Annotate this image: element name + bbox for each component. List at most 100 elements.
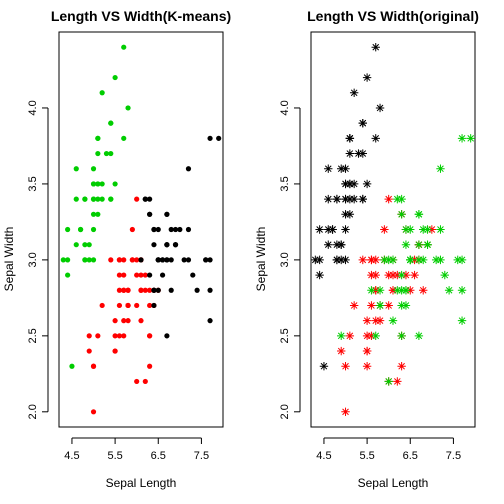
kmeans-data-point-black bbox=[155, 226, 161, 233]
original-data-point-red bbox=[393, 270, 402, 280]
kmeans-data-point-green bbox=[99, 196, 105, 202]
kmeans-data-point-black bbox=[147, 272, 153, 278]
kmeans-data-point-black bbox=[151, 242, 157, 248]
original-data-point-black bbox=[349, 179, 359, 189]
original-data-point-green bbox=[380, 255, 389, 265]
kmeans-data-point-red bbox=[142, 272, 148, 278]
original-data-point-green bbox=[397, 331, 406, 341]
original-data-point-green bbox=[419, 225, 428, 234]
original-plot-frame bbox=[310, 31, 476, 428]
original-data-point-red bbox=[410, 255, 419, 265]
original-y-tick-label: 3.0 bbox=[279, 252, 291, 267]
kmeans-data-point-black bbox=[168, 257, 174, 263]
original-data-point-green bbox=[453, 255, 462, 265]
original-data-point-green bbox=[436, 164, 445, 173]
original-data-point-red bbox=[341, 362, 350, 371]
original-y-tick-label: 2.0 bbox=[279, 404, 291, 419]
original-data-point-green bbox=[414, 210, 424, 219]
original-data-point-red bbox=[345, 331, 355, 341]
original-data-point-green bbox=[384, 255, 393, 265]
kmeans-data-point-black bbox=[164, 333, 170, 339]
kmeans-data-point-green bbox=[99, 90, 105, 96]
kmeans-data-point-green bbox=[108, 120, 114, 126]
original-data-point-red bbox=[337, 346, 346, 356]
kmeans-data-point-green bbox=[60, 257, 66, 263]
kmeans-data-point-red bbox=[134, 378, 140, 385]
kmeans-y-tick-label: 2.5 bbox=[27, 328, 39, 343]
kmeans-data-point-green bbox=[90, 257, 97, 263]
original-data-point-red bbox=[367, 255, 376, 265]
original-data-point-red bbox=[371, 286, 380, 295]
kmeans-data-point-black bbox=[185, 257, 192, 263]
original-data-point-black bbox=[324, 194, 333, 204]
kmeans-data-point-black bbox=[151, 287, 157, 293]
original-x-tick-label: 5.5 bbox=[359, 450, 374, 462]
original-data-point-black bbox=[324, 240, 333, 249]
kmeans-data-point-black bbox=[168, 287, 174, 293]
kmeans-data-point-green bbox=[90, 211, 97, 217]
original-data-point-black bbox=[358, 194, 367, 204]
original-data-point-red bbox=[358, 255, 367, 265]
original-data-point-black bbox=[341, 179, 350, 189]
kmeans-data-point-red bbox=[95, 333, 101, 339]
kmeans-data-point-green bbox=[90, 181, 97, 187]
original-data-point-black bbox=[354, 149, 363, 158]
kmeans-data-point-black bbox=[164, 257, 170, 263]
kmeans-data-point-green bbox=[65, 272, 71, 278]
original-data-point-green bbox=[384, 377, 393, 386]
original-data-point-red bbox=[427, 225, 437, 234]
kmeans-data-point-red bbox=[90, 363, 97, 369]
kmeans-data-point-red bbox=[116, 272, 123, 278]
kmeans-data-point-black bbox=[207, 318, 213, 324]
original-data-point-red bbox=[384, 194, 393, 204]
original-data-point-black bbox=[345, 194, 355, 204]
kmeans-data-point-green bbox=[82, 257, 88, 263]
original-data-point-green bbox=[457, 255, 467, 265]
original-data-point-red bbox=[410, 270, 419, 280]
original-data-point-green bbox=[367, 286, 376, 295]
kmeans-data-point-red bbox=[147, 363, 153, 369]
kmeans-data-point-red bbox=[121, 272, 127, 278]
original-y-tick-label: 4.0 bbox=[279, 100, 291, 115]
original-data-point-green bbox=[397, 286, 406, 295]
original-data-point-green bbox=[397, 270, 406, 280]
original-data-point-green bbox=[431, 255, 441, 265]
original-data-point-black bbox=[341, 164, 350, 173]
original-data-point-red bbox=[367, 270, 376, 280]
kmeans-data-point-red bbox=[138, 318, 144, 324]
original-data-point-black bbox=[341, 255, 350, 265]
original-y-tick-label: 2.5 bbox=[279, 328, 291, 343]
original-data-point-green bbox=[397, 301, 406, 310]
kmeans-data-point-red bbox=[121, 287, 127, 293]
original-data-point-green bbox=[444, 286, 454, 295]
original-data-point-green bbox=[375, 301, 385, 310]
original-data-point-black bbox=[311, 255, 320, 265]
original-data-point-green bbox=[393, 286, 402, 295]
kmeans-data-point-black bbox=[207, 135, 213, 141]
original-data-point-green bbox=[375, 286, 385, 295]
kmeans-data-point-green bbox=[121, 44, 127, 50]
original-data-point-red bbox=[419, 286, 428, 295]
kmeans-data-point-green bbox=[73, 166, 79, 172]
kmeans-data-point-red bbox=[147, 302, 153, 309]
original-data-point-green bbox=[436, 225, 445, 234]
kmeans-y-axis-label: Sepal Width bbox=[2, 227, 16, 292]
original-data-point-green bbox=[401, 240, 411, 249]
kmeans-data-point-green bbox=[86, 257, 92, 263]
original-data-point-black bbox=[324, 225, 333, 234]
kmeans-data-point-red bbox=[99, 302, 105, 309]
original-data-point-green bbox=[393, 194, 402, 204]
original-x-tick-label: 7.5 bbox=[446, 450, 461, 462]
kmeans-data-point-green bbox=[77, 226, 84, 233]
original-data-point-red bbox=[384, 270, 393, 280]
kmeans-data-point-black bbox=[138, 257, 144, 263]
original-data-point-green bbox=[406, 225, 415, 234]
original-data-point-black bbox=[332, 240, 342, 249]
original-data-point-red bbox=[362, 316, 372, 325]
kmeans-data-point-red bbox=[142, 287, 148, 293]
kmeans-data-point-green bbox=[90, 196, 97, 202]
original-data-point-green bbox=[337, 331, 346, 341]
original-data-point-green bbox=[423, 225, 432, 234]
kmeans-data-point-green bbox=[73, 196, 79, 202]
